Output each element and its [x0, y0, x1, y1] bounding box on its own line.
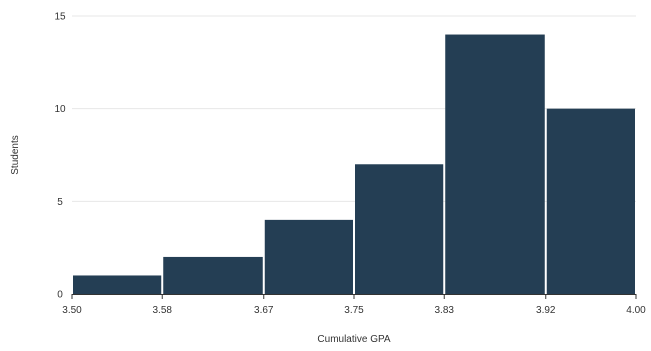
axes	[71, 294, 637, 299]
x-axis-label: Cumulative GPA	[317, 334, 391, 345]
x-tick-label: 3.92	[536, 305, 556, 316]
x-tick-label: 3.75	[344, 305, 364, 316]
y-tick-label: 0	[57, 290, 63, 301]
x-tick-label: 3.50	[62, 305, 82, 316]
x-tick-label: 3.67	[254, 305, 274, 316]
histogram-bar	[355, 164, 444, 294]
histogram-bar	[163, 256, 263, 294]
bars	[73, 34, 635, 295]
histogram-bar	[445, 34, 545, 295]
histogram-bar	[73, 275, 162, 294]
y-tick-label: 10	[54, 104, 66, 115]
y-tick-label: 5	[57, 197, 63, 208]
y-tick-label: 15	[54, 12, 66, 23]
tick-labels: 0 5 10 15 3.50 3.58 3.67 3.75 3.83 3.92 4.00	[54, 12, 646, 317]
histogram-bar	[546, 108, 635, 295]
x-tick-label: 4.00	[626, 305, 646, 316]
x-tick-label: 3.58	[153, 305, 173, 316]
y-axis-label: Students	[10, 135, 21, 174]
x-tick-label: 3.83	[435, 305, 455, 316]
histogram-bar	[264, 219, 353, 294]
